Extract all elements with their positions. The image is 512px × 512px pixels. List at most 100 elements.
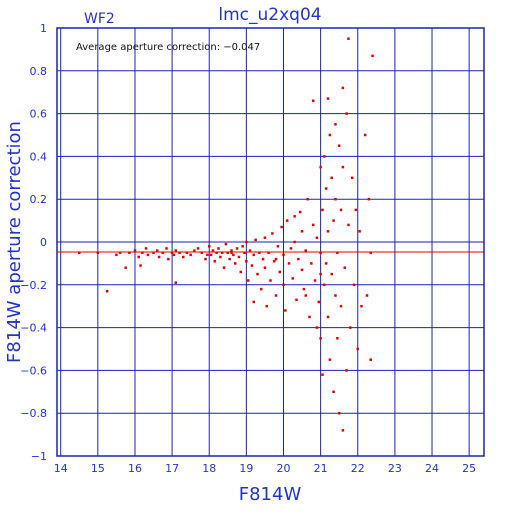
x-tick-label: 20	[276, 462, 290, 475]
data-point	[284, 309, 287, 312]
data-point	[252, 253, 256, 257]
y-axis-label: F814W aperture correction	[4, 121, 25, 363]
data-point	[345, 369, 348, 372]
data-point	[239, 270, 243, 274]
data-point	[206, 253, 209, 257]
data-point	[367, 197, 371, 201]
data-point	[341, 86, 345, 90]
data-point	[200, 251, 204, 254]
x-tick-label: 22	[351, 462, 365, 475]
data-point	[289, 247, 293, 250]
x-tick-label: 24	[425, 462, 439, 475]
data-point	[167, 257, 170, 261]
data-point	[215, 251, 218, 254]
data-point	[226, 251, 230, 254]
y-tick-label: 0.2	[30, 193, 48, 206]
data-point	[267, 251, 270, 254]
data-point	[334, 294, 337, 297]
data-point	[295, 298, 298, 302]
data-point	[326, 230, 330, 233]
data-point	[347, 223, 350, 227]
x-tick-label: 23	[388, 462, 402, 475]
data-point	[233, 262, 237, 265]
data-point	[311, 99, 315, 103]
data-point	[282, 253, 285, 257]
data-point	[332, 219, 335, 222]
data-point	[300, 230, 304, 233]
y-tick-label: 0.6	[30, 108, 48, 121]
data-point	[319, 165, 322, 169]
data-point	[78, 251, 81, 254]
data-point	[326, 315, 330, 319]
data-point	[358, 230, 361, 233]
data-point	[317, 300, 321, 304]
data-point	[345, 112, 348, 115]
data-point	[157, 255, 161, 259]
data-point	[350, 176, 354, 180]
data-point	[232, 253, 235, 257]
data-points	[78, 37, 374, 432]
data-point	[328, 133, 332, 137]
x-axis-label: F814W	[239, 484, 302, 505]
data-point	[146, 253, 150, 257]
data-point	[313, 279, 317, 282]
data-point	[211, 249, 215, 252]
data-point	[248, 249, 252, 252]
data-point	[336, 251, 339, 254]
data-point	[207, 245, 211, 248]
y-tick-label: −0.8	[20, 407, 47, 420]
data-point	[319, 272, 322, 276]
data-point	[291, 277, 295, 280]
x-tick-label: 14	[54, 462, 68, 475]
data-point	[293, 215, 296, 218]
data-point	[341, 165, 345, 169]
data-point	[185, 251, 189, 254]
data-point	[252, 300, 256, 304]
data-point	[371, 54, 374, 58]
data-point	[241, 245, 244, 248]
data-point	[363, 133, 367, 137]
x-tick-label: 15	[91, 462, 105, 475]
data-point	[261, 257, 265, 261]
y-tick-label: 1	[40, 22, 47, 35]
data-point	[254, 238, 257, 242]
average-correction-annotation: Average aperture correction: −0.047	[76, 42, 260, 53]
data-point	[245, 260, 248, 263]
data-point	[276, 245, 280, 248]
x-tick-label: 21	[314, 462, 328, 475]
data-point	[278, 270, 282, 274]
data-point	[105, 289, 109, 293]
data-point	[256, 272, 259, 276]
data-point	[263, 266, 267, 269]
y-tick-label: −0.2	[20, 279, 47, 292]
chart-title: lmc_u2xq04	[218, 5, 321, 25]
data-point	[245, 240, 248, 244]
data-point	[293, 240, 296, 244]
data-point	[280, 225, 283, 229]
data-point	[274, 257, 278, 261]
data-point	[263, 236, 267, 239]
data-point	[189, 253, 192, 257]
data-point	[354, 208, 358, 212]
data-point	[282, 283, 285, 287]
data-point	[326, 97, 330, 100]
data-point	[323, 283, 326, 287]
data-point	[222, 266, 226, 269]
data-point	[332, 390, 335, 394]
data-point	[128, 251, 131, 254]
data-point	[237, 255, 241, 259]
data-point	[334, 123, 337, 126]
data-point	[133, 249, 137, 252]
data-point	[181, 255, 185, 259]
data-point	[144, 247, 148, 250]
data-point	[219, 255, 222, 259]
data-point	[356, 347, 360, 351]
y-tick-label: 0	[40, 236, 47, 249]
data-point	[170, 251, 174, 254]
data-point	[306, 197, 309, 201]
x-tick-label: 18	[202, 462, 216, 475]
data-point	[137, 255, 140, 259]
data-point	[315, 326, 319, 329]
